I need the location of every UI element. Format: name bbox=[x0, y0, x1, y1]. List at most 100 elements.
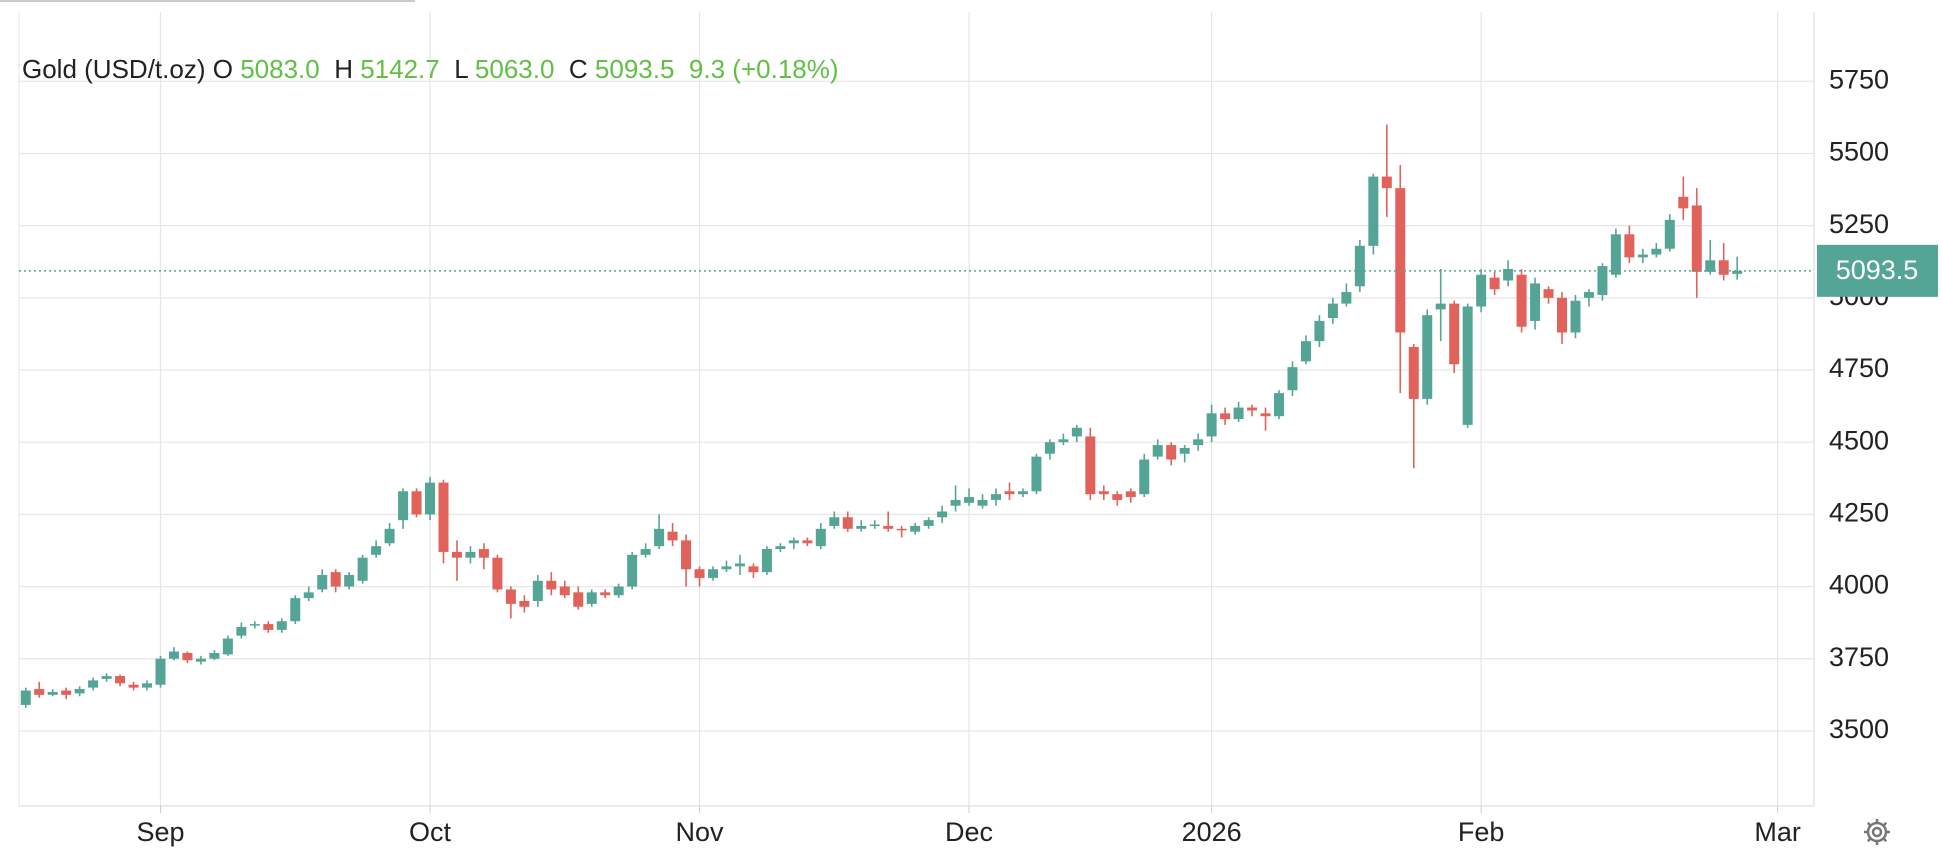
candle-body bbox=[627, 554, 638, 587]
x-tick-label: Feb bbox=[1458, 817, 1505, 847]
candle-body bbox=[438, 482, 449, 552]
candle-body bbox=[478, 549, 489, 558]
candle-body bbox=[1664, 219, 1675, 249]
candle-body bbox=[910, 525, 921, 532]
candle-body bbox=[1125, 491, 1136, 498]
candle-body bbox=[1408, 346, 1419, 399]
candle-body bbox=[829, 517, 840, 526]
candle-body bbox=[47, 691, 58, 695]
candle-body bbox=[815, 528, 826, 547]
candle-body bbox=[1098, 491, 1109, 495]
candle-body bbox=[1152, 445, 1163, 457]
candle-body bbox=[88, 680, 99, 688]
candle-body bbox=[1395, 188, 1406, 333]
candle-body bbox=[761, 549, 772, 573]
candle-body bbox=[1220, 413, 1231, 420]
candle-body bbox=[20, 690, 31, 705]
candle-body bbox=[1530, 283, 1541, 321]
candle-body bbox=[1139, 459, 1150, 495]
candle-body bbox=[115, 676, 126, 684]
candle-body bbox=[317, 575, 328, 590]
candle-body bbox=[290, 598, 301, 622]
field-key: C bbox=[568, 54, 588, 84]
candle-body bbox=[465, 551, 476, 558]
candle-body bbox=[1247, 407, 1258, 411]
candle-body bbox=[1044, 442, 1055, 454]
candle-body bbox=[1570, 300, 1581, 333]
candle-body bbox=[1017, 491, 1028, 495]
candle-body bbox=[1179, 447, 1190, 454]
candle-body bbox=[1462, 306, 1473, 425]
field-key: H bbox=[334, 54, 353, 84]
candle-body bbox=[573, 592, 584, 607]
candle-body bbox=[1274, 393, 1285, 417]
candle-body bbox=[1071, 427, 1082, 437]
candle-body bbox=[492, 557, 503, 590]
candle-body bbox=[532, 580, 543, 602]
candle-body bbox=[155, 658, 166, 685]
last-price-label: 5093.5 bbox=[1836, 255, 1919, 285]
candle-body bbox=[209, 652, 220, 659]
candle-body bbox=[1624, 234, 1635, 258]
candle-body bbox=[384, 528, 395, 544]
y-tick-label: 4250 bbox=[1829, 498, 1889, 528]
candle-body bbox=[1543, 289, 1554, 298]
settings-icon[interactable] bbox=[1864, 819, 1890, 845]
candle-body bbox=[734, 563, 745, 567]
candle-body bbox=[1085, 436, 1096, 495]
candle-body bbox=[1705, 260, 1716, 272]
candle-body bbox=[1166, 445, 1177, 460]
candle-body bbox=[1327, 303, 1338, 319]
candle-body bbox=[1112, 494, 1123, 500]
y-tick-label: 4000 bbox=[1829, 570, 1889, 600]
candle-body bbox=[681, 540, 692, 570]
x-tick-label: Nov bbox=[676, 817, 725, 847]
field-key: L bbox=[454, 54, 468, 84]
candle-body bbox=[1503, 268, 1514, 281]
candle-body bbox=[1287, 367, 1298, 391]
candle-body bbox=[1368, 176, 1379, 246]
candle-body bbox=[303, 592, 314, 599]
candle-body bbox=[1476, 274, 1487, 307]
candle-body bbox=[128, 684, 139, 688]
y-tick-label: 5500 bbox=[1829, 137, 1889, 167]
candle-body bbox=[1651, 248, 1662, 255]
candle-body bbox=[425, 482, 436, 515]
low-value: 5063.0 bbox=[474, 54, 555, 84]
candle-body bbox=[694, 569, 705, 578]
y-tick-label: 5750 bbox=[1829, 64, 1889, 94]
candle-body bbox=[61, 690, 72, 695]
y-tick-label: 5250 bbox=[1829, 209, 1889, 239]
candle-body bbox=[411, 491, 422, 515]
candle-body bbox=[802, 540, 813, 544]
candle-body bbox=[1691, 205, 1702, 272]
candle-body bbox=[950, 499, 961, 506]
candle-body bbox=[775, 546, 786, 550]
candle-body bbox=[1206, 413, 1217, 437]
candle-body bbox=[1422, 315, 1433, 399]
candle-body bbox=[1314, 320, 1325, 342]
candle-body bbox=[586, 592, 597, 604]
candle-body bbox=[1004, 491, 1015, 495]
candle-body bbox=[1058, 439, 1069, 443]
x-tick-label: Sep bbox=[136, 817, 184, 847]
high-value: 5142.7 bbox=[360, 54, 440, 84]
candle-body bbox=[883, 525, 894, 529]
candle-body bbox=[964, 497, 975, 503]
candle-body bbox=[276, 621, 287, 630]
candle-body bbox=[263, 624, 274, 630]
y-tick-label: 4750 bbox=[1829, 353, 1889, 383]
candle-body bbox=[142, 683, 153, 688]
candle-body bbox=[398, 491, 409, 521]
close-value: 5093.5 bbox=[594, 54, 675, 84]
field-key: O bbox=[212, 54, 233, 84]
candle-body bbox=[842, 517, 853, 529]
candle-body bbox=[600, 592, 611, 596]
candle-body bbox=[1435, 303, 1446, 310]
candle-body bbox=[1233, 407, 1244, 420]
candle-body bbox=[1556, 297, 1567, 333]
candle-body bbox=[1354, 245, 1365, 287]
candle-body bbox=[505, 589, 516, 604]
